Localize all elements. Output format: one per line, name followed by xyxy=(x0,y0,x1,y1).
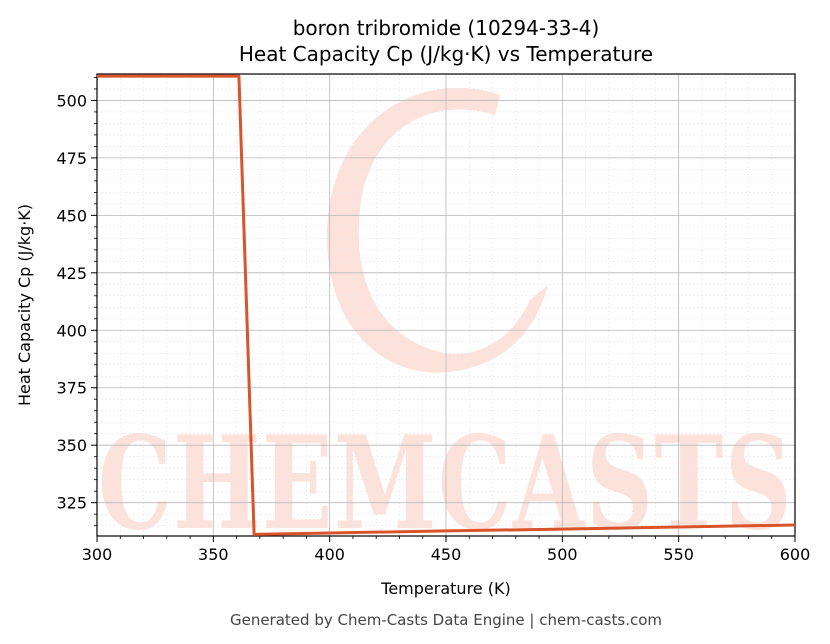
y-axis-label: Heat Capacity Cp (J/kg·K) xyxy=(15,204,34,406)
y-tick-label: 325 xyxy=(56,494,87,513)
series-layer xyxy=(97,74,796,536)
x-tick-label: 350 xyxy=(198,545,229,564)
y-tick-label: 450 xyxy=(56,206,87,225)
y-tick-label: 425 xyxy=(56,264,87,283)
chart-title-line2: Heat Capacity Cp (J/kg·K) vs Temperature xyxy=(239,42,653,66)
x-axis: 300 350 400 450 500 550 600 xyxy=(82,536,811,564)
x-tick-label: 300 xyxy=(82,545,113,564)
x-tick-label: 450 xyxy=(431,545,462,564)
y-axis: 325 350 375 400 425 450 475 500 xyxy=(56,77,97,527)
x-tick-label: 400 xyxy=(314,545,345,564)
x-tick-label: 600 xyxy=(780,545,811,564)
footer-credit: Generated by Chem-Casts Data Engine | ch… xyxy=(230,611,662,629)
x-axis-label: Temperature (K) xyxy=(380,579,510,598)
y-tick-label: 400 xyxy=(56,321,87,340)
x-tick-label: 500 xyxy=(547,545,578,564)
series-line xyxy=(97,74,796,536)
y-tick-label: 375 xyxy=(56,379,87,398)
y-tick-label: 475 xyxy=(56,149,87,168)
y-tick-label: 500 xyxy=(56,91,87,110)
major-grid xyxy=(96,74,796,536)
y-tick-label: 350 xyxy=(56,436,87,455)
x-tick-label: 550 xyxy=(663,545,694,564)
chart-title-line1: boron tribromide (10294-33-4) xyxy=(293,16,600,40)
watermark: CHEMCASTS xyxy=(98,87,791,559)
